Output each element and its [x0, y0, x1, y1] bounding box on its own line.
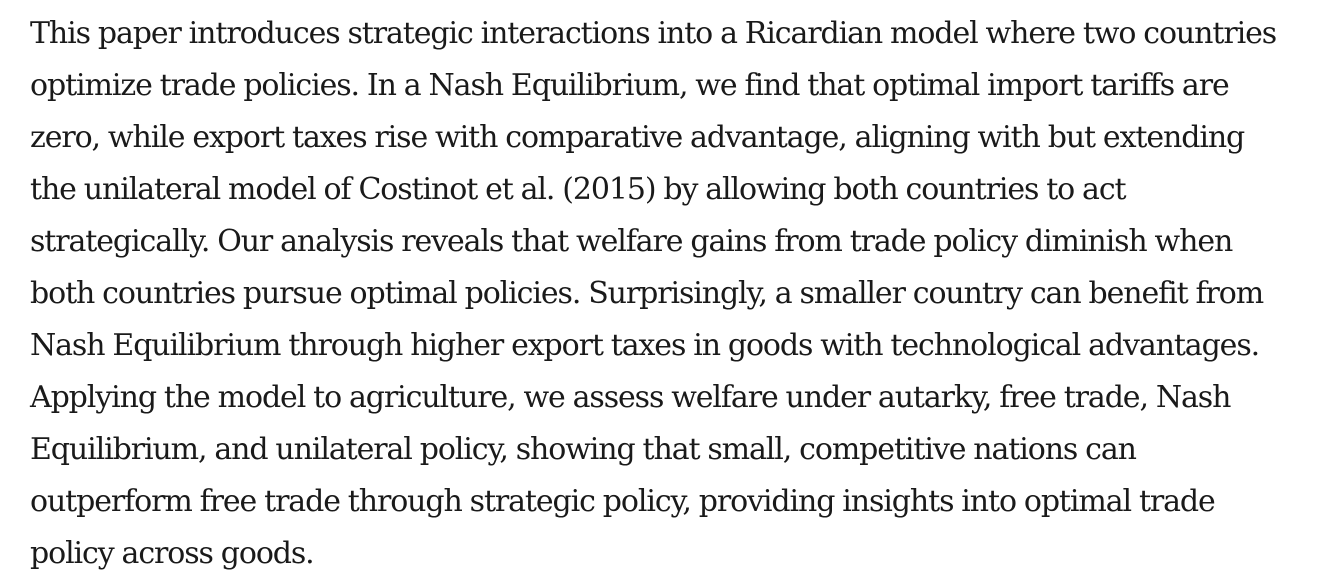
- abstract-line: optimize trade policies. In a Nash Equil…: [30, 60, 1320, 112]
- abstract-line: both countries pursue optimal policies. …: [30, 268, 1320, 320]
- abstract-line: outperform free trade through strategic …: [30, 476, 1320, 528]
- abstract-line: Equilibrium, and unilateral policy, show…: [30, 424, 1320, 476]
- abstract-line: the unilateral model of Costinot et al. …: [30, 164, 1320, 216]
- abstract-line: zero, while export taxes rise with compa…: [30, 112, 1320, 164]
- abstract-paragraph: This paper introduces strategic interact…: [30, 8, 1320, 580]
- abstract-line: Nash Equilibrium through higher export t…: [30, 320, 1320, 372]
- abstract-line: policy across goods.: [30, 528, 1320, 580]
- abstract-line: This paper introduces strategic interact…: [30, 8, 1320, 60]
- abstract-line: strategically. Our analysis reveals that…: [30, 216, 1320, 268]
- abstract-line: Applying the model to agriculture, we as…: [30, 372, 1320, 424]
